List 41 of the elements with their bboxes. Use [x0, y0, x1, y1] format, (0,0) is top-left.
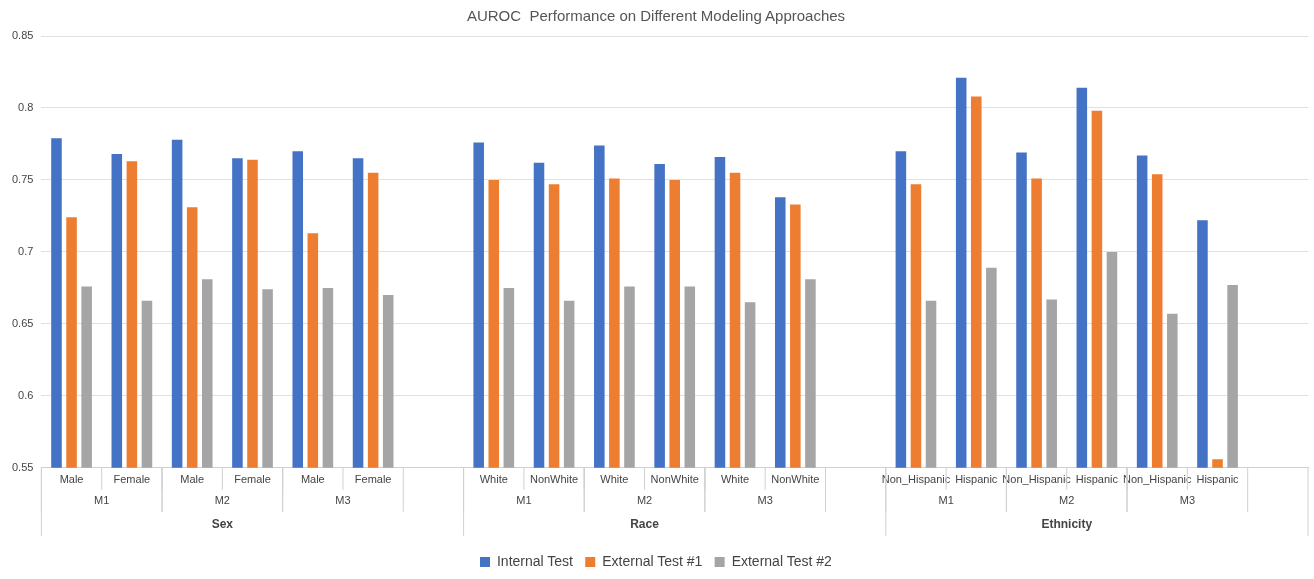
- x-tick-label: Non_Hispanic: [881, 473, 951, 486]
- legend-label: Internal Test: [496, 552, 574, 569]
- text: Race: [630, 517, 660, 532]
- x-tick-label: Female: [354, 473, 392, 486]
- x-tick-label: Male: [59, 473, 84, 486]
- x-tick-label: Hispanic: [1075, 473, 1119, 486]
- x-tick-label: White: [720, 473, 750, 486]
- x-tick-label: Non_Hispanic: [1002, 473, 1072, 486]
- text: M3: [757, 493, 773, 506]
- x-tick-label: Female: [234, 473, 271, 486]
- x-tick-label: NonWhite: [529, 473, 579, 486]
- text: M2: [1059, 493, 1075, 506]
- y-tick-label: 0.85: [11, 29, 34, 42]
- y-tick-label: 0.8: [18, 101, 34, 113]
- y-tick-label: 0.6: [18, 388, 34, 401]
- text: M3: [1179, 493, 1196, 506]
- x-tick-label: Non_Hispanic: [1122, 473, 1192, 486]
- text: M1: [94, 493, 110, 506]
- text: M2: [214, 493, 230, 506]
- text: M1: [516, 493, 532, 506]
- text: Sex: [211, 517, 234, 532]
- y-tick-label: 0.55: [11, 460, 34, 473]
- x-tick-label: Male: [180, 473, 205, 486]
- y-tick-label: 0.7: [18, 244, 34, 257]
- text: M2: [636, 493, 653, 506]
- x-tick-label: Female: [113, 473, 151, 486]
- legend-label: External Test #2: [731, 552, 832, 569]
- y-tick-label: 0.75: [11, 172, 34, 185]
- legend-label: External Test #1: [602, 552, 703, 569]
- y-tick-label: 0.65: [11, 316, 34, 329]
- text: M1: [938, 493, 954, 506]
- text: M3: [335, 493, 351, 506]
- x-tick-label: White: [479, 473, 508, 486]
- x-tick-label: Hispanic: [1196, 473, 1240, 486]
- x-tick-label: White: [600, 473, 629, 486]
- x-tick-label: Male: [300, 473, 325, 486]
- x-tick-label: NonWhite: [771, 473, 820, 486]
- text: Ethnicity: [1041, 517, 1093, 532]
- x-tick-label: Hispanic: [955, 473, 998, 486]
- x-tick-label: NonWhite: [650, 473, 699, 486]
- chart-title: AUROC Performance on Different Modeling Approaches: [466, 7, 846, 25]
